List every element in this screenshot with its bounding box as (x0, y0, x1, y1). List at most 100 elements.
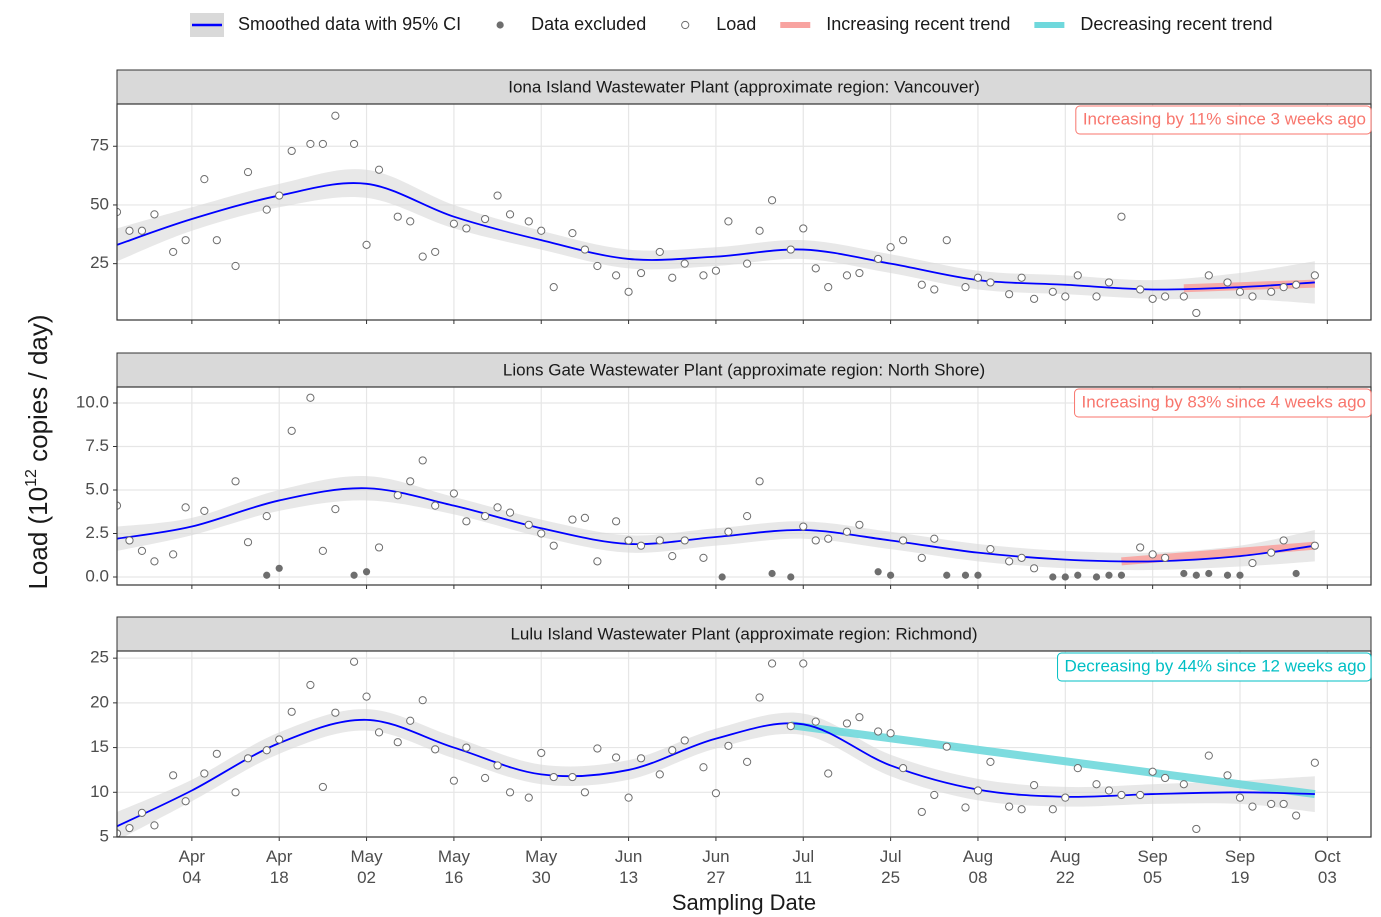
y-axis-title: Load (1012 copies / day) (23, 314, 53, 589)
load-point (786, 722, 795, 731)
load-point (1073, 764, 1082, 773)
load-point (1204, 751, 1213, 760)
load-point (680, 736, 689, 745)
trend-line (1121, 541, 1316, 566)
load-point (580, 513, 590, 522)
load-point (393, 212, 402, 221)
load-point (874, 254, 883, 264)
load-point (917, 280, 926, 289)
load-point (125, 823, 134, 833)
load-point (699, 553, 708, 562)
load-point (262, 205, 271, 214)
y-tick-label: 7.5 (85, 436, 109, 455)
load-point (125, 536, 134, 545)
load-point (1148, 550, 1157, 559)
load-point (842, 719, 852, 728)
load-point (917, 807, 926, 817)
load-point (799, 224, 808, 233)
load-point (231, 788, 240, 797)
load-point (580, 245, 590, 254)
x-tick-label: Jul 11 (792, 847, 815, 887)
load-point (462, 224, 471, 233)
load-point (711, 266, 721, 275)
excluded-point (275, 564, 283, 572)
load-point (1148, 294, 1157, 303)
legend-label: Increasing recent trend (826, 14, 1010, 34)
load-point (1279, 536, 1288, 545)
load-point (137, 546, 147, 555)
load-point (418, 252, 427, 261)
load-point (331, 111, 340, 120)
load-point (275, 191, 284, 200)
load-point (1030, 294, 1039, 303)
facet-title: Lulu Island Wastewater Plant (approximat… (510, 624, 977, 643)
load-point (1092, 292, 1101, 301)
load-point (406, 217, 415, 226)
load-point (306, 393, 315, 402)
load-point (406, 477, 415, 486)
x-tick-label: May 30 (525, 847, 558, 887)
load-point (886, 729, 895, 738)
y-tick-label: 50 (90, 194, 109, 213)
load-point (1061, 793, 1070, 802)
load-point (961, 283, 970, 292)
excluded-point (943, 571, 951, 579)
load-point (1017, 273, 1026, 282)
plot-layer (117, 657, 1319, 837)
load-point (374, 165, 384, 174)
load-point (612, 517, 621, 526)
load-point (524, 217, 533, 226)
excluded-point (1061, 573, 1069, 581)
load-point (636, 541, 646, 550)
load-point (743, 259, 752, 268)
excluded-point (961, 571, 970, 579)
load-point (524, 520, 533, 529)
excluded-point (1192, 571, 1200, 579)
facet-strip (116, 352, 1372, 388)
load-point (181, 503, 190, 512)
load-point (668, 273, 677, 282)
load-point (524, 793, 533, 802)
load-point (612, 271, 621, 280)
load-point (568, 229, 577, 238)
load-point (593, 261, 602, 271)
plot-layer (117, 111, 1319, 318)
y-tick-label: 5.0 (85, 479, 109, 498)
y-tick-label: 5 (100, 826, 109, 845)
load-point (930, 790, 939, 800)
excluded-point (362, 568, 371, 576)
load-point (898, 536, 908, 545)
load-point (1179, 780, 1188, 789)
load-point (1136, 285, 1145, 294)
load-point (942, 236, 951, 245)
x-tick-label: Sep 05 (1137, 847, 1168, 887)
x-tick-label: Oct 03 (1314, 847, 1341, 887)
legend-label: Data excluded (531, 14, 646, 34)
load-point (1279, 799, 1288, 809)
load-point (655, 247, 664, 257)
load-point (493, 191, 502, 200)
load-point (655, 770, 664, 779)
load-point (1061, 292, 1070, 301)
load-point (393, 738, 402, 747)
load-point (942, 742, 951, 751)
x-tick-label: Jun 27 (702, 847, 730, 887)
plot-layer (117, 393, 1319, 581)
load-point (1235, 287, 1245, 296)
annotation-box (1074, 388, 1372, 418)
load-point (917, 553, 926, 562)
load-point (568, 515, 577, 524)
load-point (1248, 292, 1257, 301)
load-point (349, 139, 359, 149)
load-point (331, 505, 340, 514)
load-point (287, 707, 296, 716)
load-point (1048, 287, 1057, 296)
load-point (1235, 793, 1245, 802)
load-point (331, 708, 340, 717)
y-tick-label: 10 (90, 782, 109, 801)
load-point (724, 527, 733, 536)
load-point (1161, 553, 1170, 562)
legend-key (681, 20, 690, 30)
load-point (212, 749, 221, 758)
